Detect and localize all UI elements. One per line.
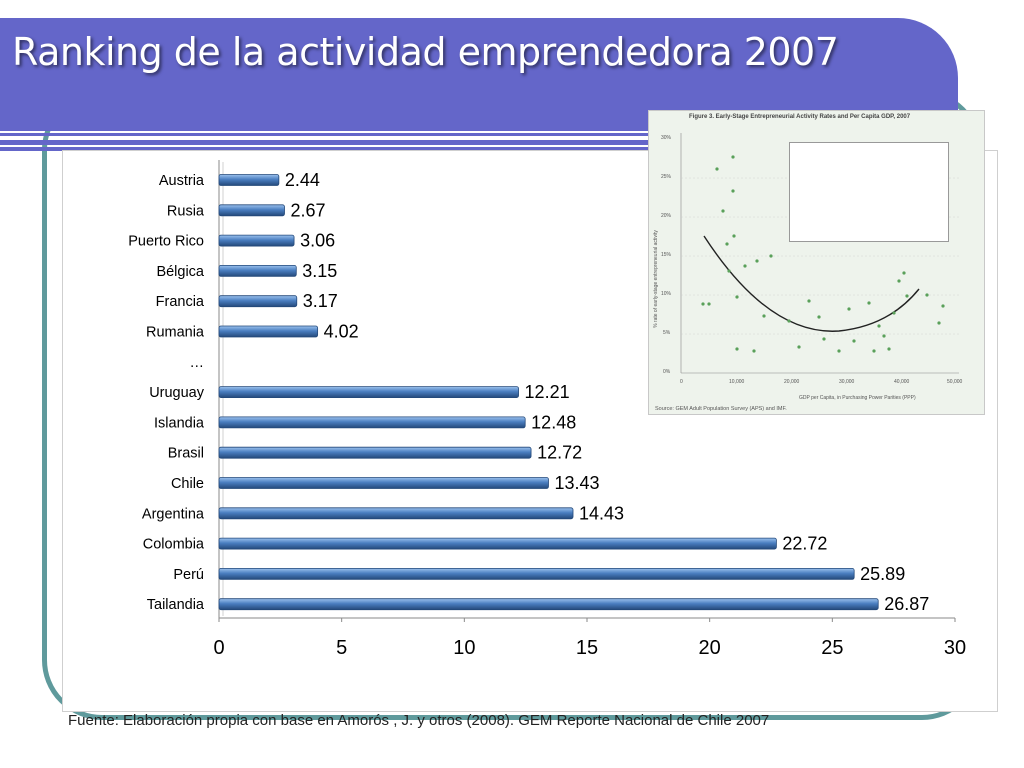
bar [218,416,526,429]
inset-x-tick: 30,000 [839,379,855,385]
bar [218,477,549,489]
bar [218,234,295,247]
inset-y-tick: 10% [661,291,672,297]
title-underline [0,133,960,136]
value-label: 12.21 [525,382,570,402]
inset-y-tick: 5% [663,330,671,336]
inset-y-tick: 30% [661,135,672,141]
category-label: Rusia [167,203,205,219]
x-tick-label: 20 [699,637,721,659]
value-label: 26.87 [884,594,929,614]
value-label: 12.48 [531,412,576,432]
slide-title: Ranking de la actividad emprendedora 200… [12,30,839,74]
bar [218,204,285,217]
category-label: Francia [156,294,205,310]
value-label: 13.43 [554,473,599,493]
category-label: Rumania [146,325,205,341]
inset-x-tick: 10,000 [729,379,745,385]
inset-figure-title: Figure 3. Early-Stage Entrepreneurial Ac… [689,114,911,120]
bar [218,507,574,520]
value-label: 25.89 [860,564,905,584]
inset-legend-box [789,142,949,242]
bar [218,174,280,186]
category-label: Austria [159,173,205,189]
x-tick-label: 5 [336,637,347,659]
category-label: Chile [171,476,204,492]
category-label: Puerto Rico [128,234,204,250]
bar [218,386,519,399]
category-label: … [190,355,205,371]
value-label: 2.67 [291,200,326,220]
inset-x-tick: 50,000 [947,379,963,385]
inset-x-tick: 40,000 [894,379,910,385]
value-label: 3.17 [303,291,338,311]
value-label: 3.15 [302,261,337,281]
category-label: Bélgica [156,264,204,280]
inset-y-tick: 15% [661,252,672,258]
title-underline [0,147,960,151]
bar [218,265,297,277]
x-tick-label: 10 [453,637,475,659]
category-label: Tailandia [147,597,205,613]
bar [218,325,319,338]
category-label: Argentina [142,506,205,522]
bar [218,537,777,550]
value-label: 4.02 [324,322,359,342]
inset-x-tick: 0 [680,379,683,385]
x-tick-label: 30 [944,637,966,659]
bar [218,598,879,611]
category-label: Uruguay [149,385,205,401]
source-citation: Fuente: Elaboración propia con base en A… [68,712,770,729]
bar [218,446,532,459]
inset-y-tick: 25% [661,174,672,180]
bar [218,295,298,308]
value-label: 22.72 [782,534,827,554]
value-label: 14.43 [579,503,624,523]
category-label: Colombia [143,537,205,553]
inset-source: Source: GEM Adult Population Survey (APS… [655,406,787,412]
category-label: Perú [173,567,204,583]
value-label: 3.06 [300,231,335,251]
inset-x-axis-label: GDP per Capita, in Purchasing Power Pari… [799,395,916,401]
inset-scatter-plot [680,133,959,374]
value-label: 12.72 [537,443,582,463]
category-label: Islandia [154,415,205,431]
inset-y-tick: 0% [663,369,671,375]
x-tick-label: 25 [821,637,843,659]
bar [218,567,855,580]
ranking-bar-chart: Austria 2.44 Rusia 2.67 Puerto Rico 3.06 Bélgi… [128,160,966,659]
inset-figure: Figure 3. Early-Stage Entrepreneurial Ac… [648,110,985,415]
x-tick-label: 0 [213,637,224,659]
inset-y-tick: 20% [661,213,672,219]
x-tick-label: 15 [576,637,598,659]
title-underline [0,140,965,145]
value-label: 2.44 [285,170,320,190]
inset-x-tick: 20,000 [784,379,800,385]
category-label: Brasil [168,446,204,462]
